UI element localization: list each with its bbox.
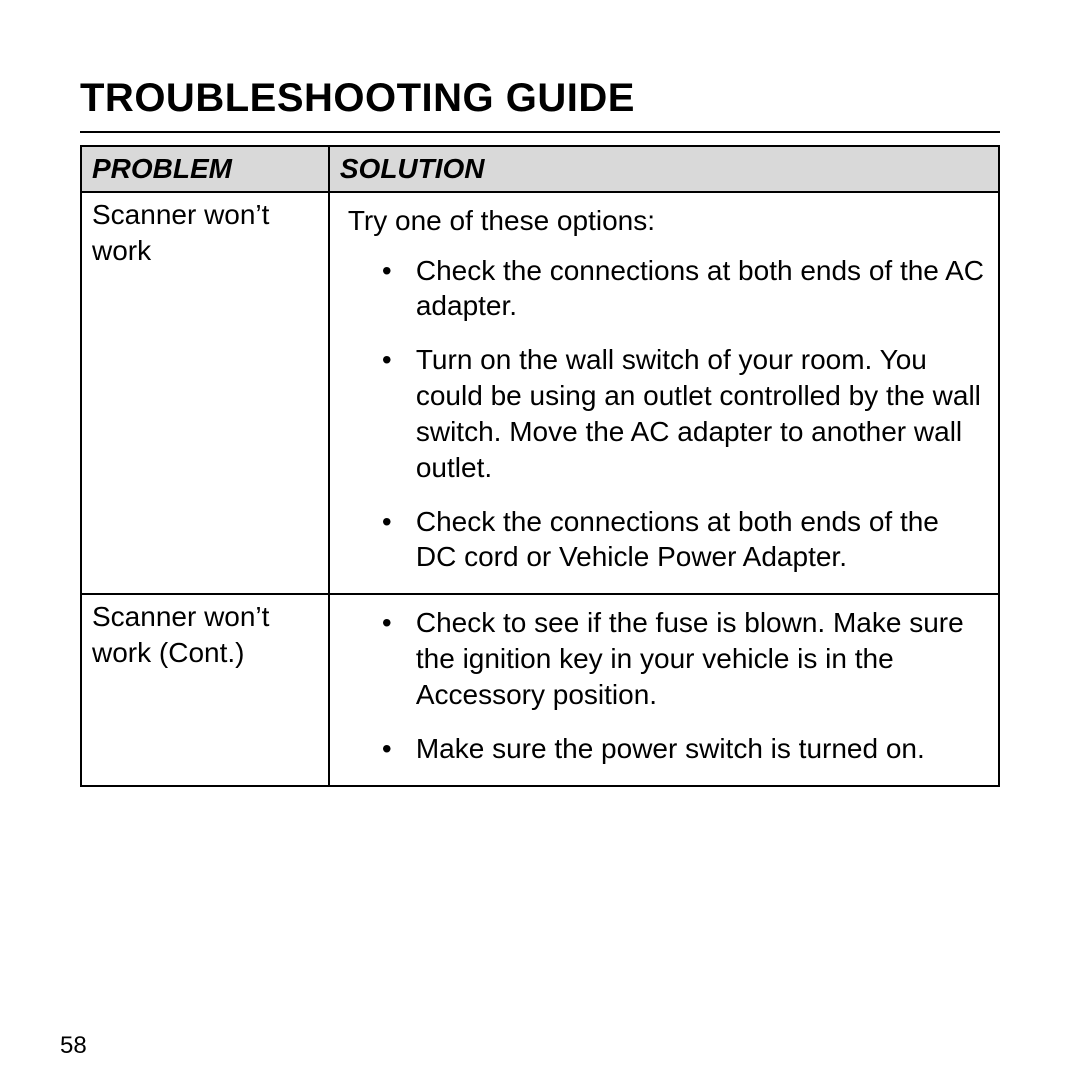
bullet-item: Check the connections at both ends of th… [382,253,984,325]
problem-cell: Scanner won’t work (Cont.) [81,594,329,785]
table-row: Scanner won’t work Try one of these opti… [81,192,999,594]
problem-cell: Scanner won’t work [81,192,329,594]
solution-cell: Try one of these options: Check the conn… [329,192,999,594]
solution-bullets: Check to see if the fuse is blown. Make … [344,605,984,766]
bullet-item: Check the connections at both ends of th… [382,504,984,576]
page-number: 58 [60,1032,87,1060]
bullet-item: Make sure the power switch is turned on. [382,731,984,767]
bullet-item: Check to see if the fuse is blown. Make … [382,605,984,712]
title-rule [80,131,1000,133]
solution-intro: Try one of these options: [348,203,984,239]
table-row: Scanner won’t work (Cont.) Check to see … [81,594,999,785]
troubleshooting-table: Problem Solution Scanner won’t work Try … [80,145,1000,787]
table-header-row: Problem Solution [81,146,999,192]
col-header-problem: Problem [81,146,329,192]
page: Troubleshooting Guide Problem Solution S… [0,0,1080,1086]
solution-cell: Check to see if the fuse is blown. Make … [329,594,999,785]
bullet-item: Turn on the wall switch of your room. Yo… [382,342,984,485]
solution-bullets: Check the connections at both ends of th… [344,253,984,576]
page-title: Troubleshooting Guide [80,76,1000,121]
col-header-solution: Solution [329,146,999,192]
